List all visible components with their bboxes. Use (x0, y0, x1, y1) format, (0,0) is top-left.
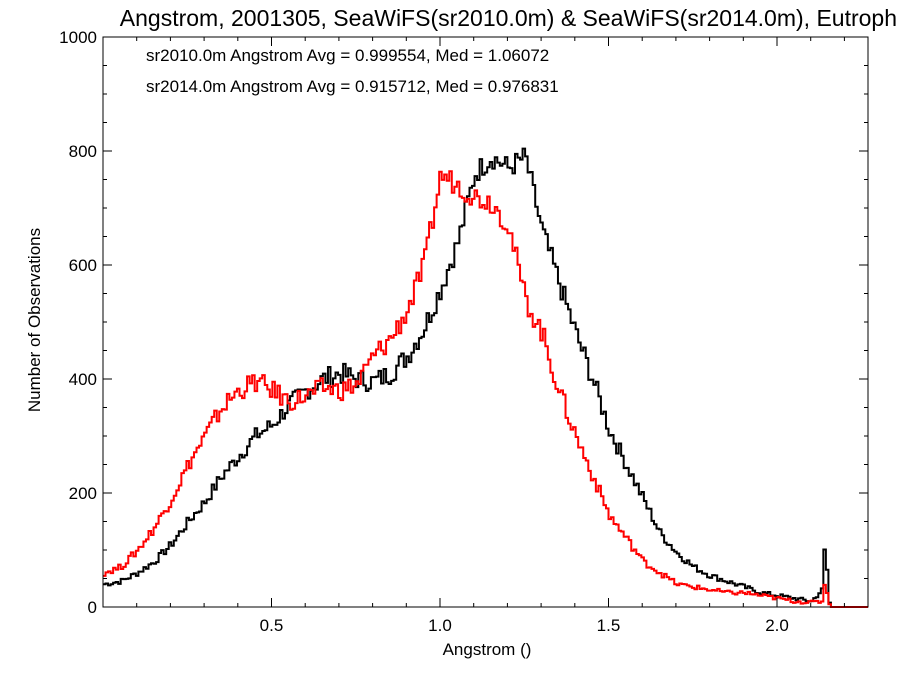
series-line-sr2014-0m (103, 170, 868, 608)
y-tick-label: 400 (69, 370, 97, 389)
x-tick-label: 0.5 (260, 616, 284, 635)
y-tick-label: 600 (69, 256, 97, 275)
series-line-sr2010-0m (103, 147, 868, 608)
y-axis-label: Number of Observations (25, 228, 44, 412)
x-tick-label: 1.0 (428, 616, 452, 635)
x-tick-label: 2.0 (765, 616, 789, 635)
annotation-sr2010-stats: sr2010.0m Angstrom Avg = 0.999554, Med =… (146, 46, 549, 65)
y-tick-label: 200 (69, 484, 97, 503)
series-layer (103, 147, 868, 608)
chart-title: Angstrom, 2001305, SeaWiFS(sr2010.0m) & … (120, 5, 897, 31)
x-axis-label: Angstrom () (443, 640, 532, 659)
axis-layer: 0.5 1.0 1.5 2.0 0 200 400 600 800 1000 (59, 28, 868, 635)
y-tick-label: 0 (88, 598, 97, 617)
y-tick-label: 1000 (59, 28, 97, 47)
annotation-sr2014-stats: sr2014.0m Angstrom Avg = 0.915712, Med =… (146, 77, 559, 96)
y-tick-label: 800 (69, 142, 97, 161)
x-tick-label: 1.5 (597, 616, 621, 635)
